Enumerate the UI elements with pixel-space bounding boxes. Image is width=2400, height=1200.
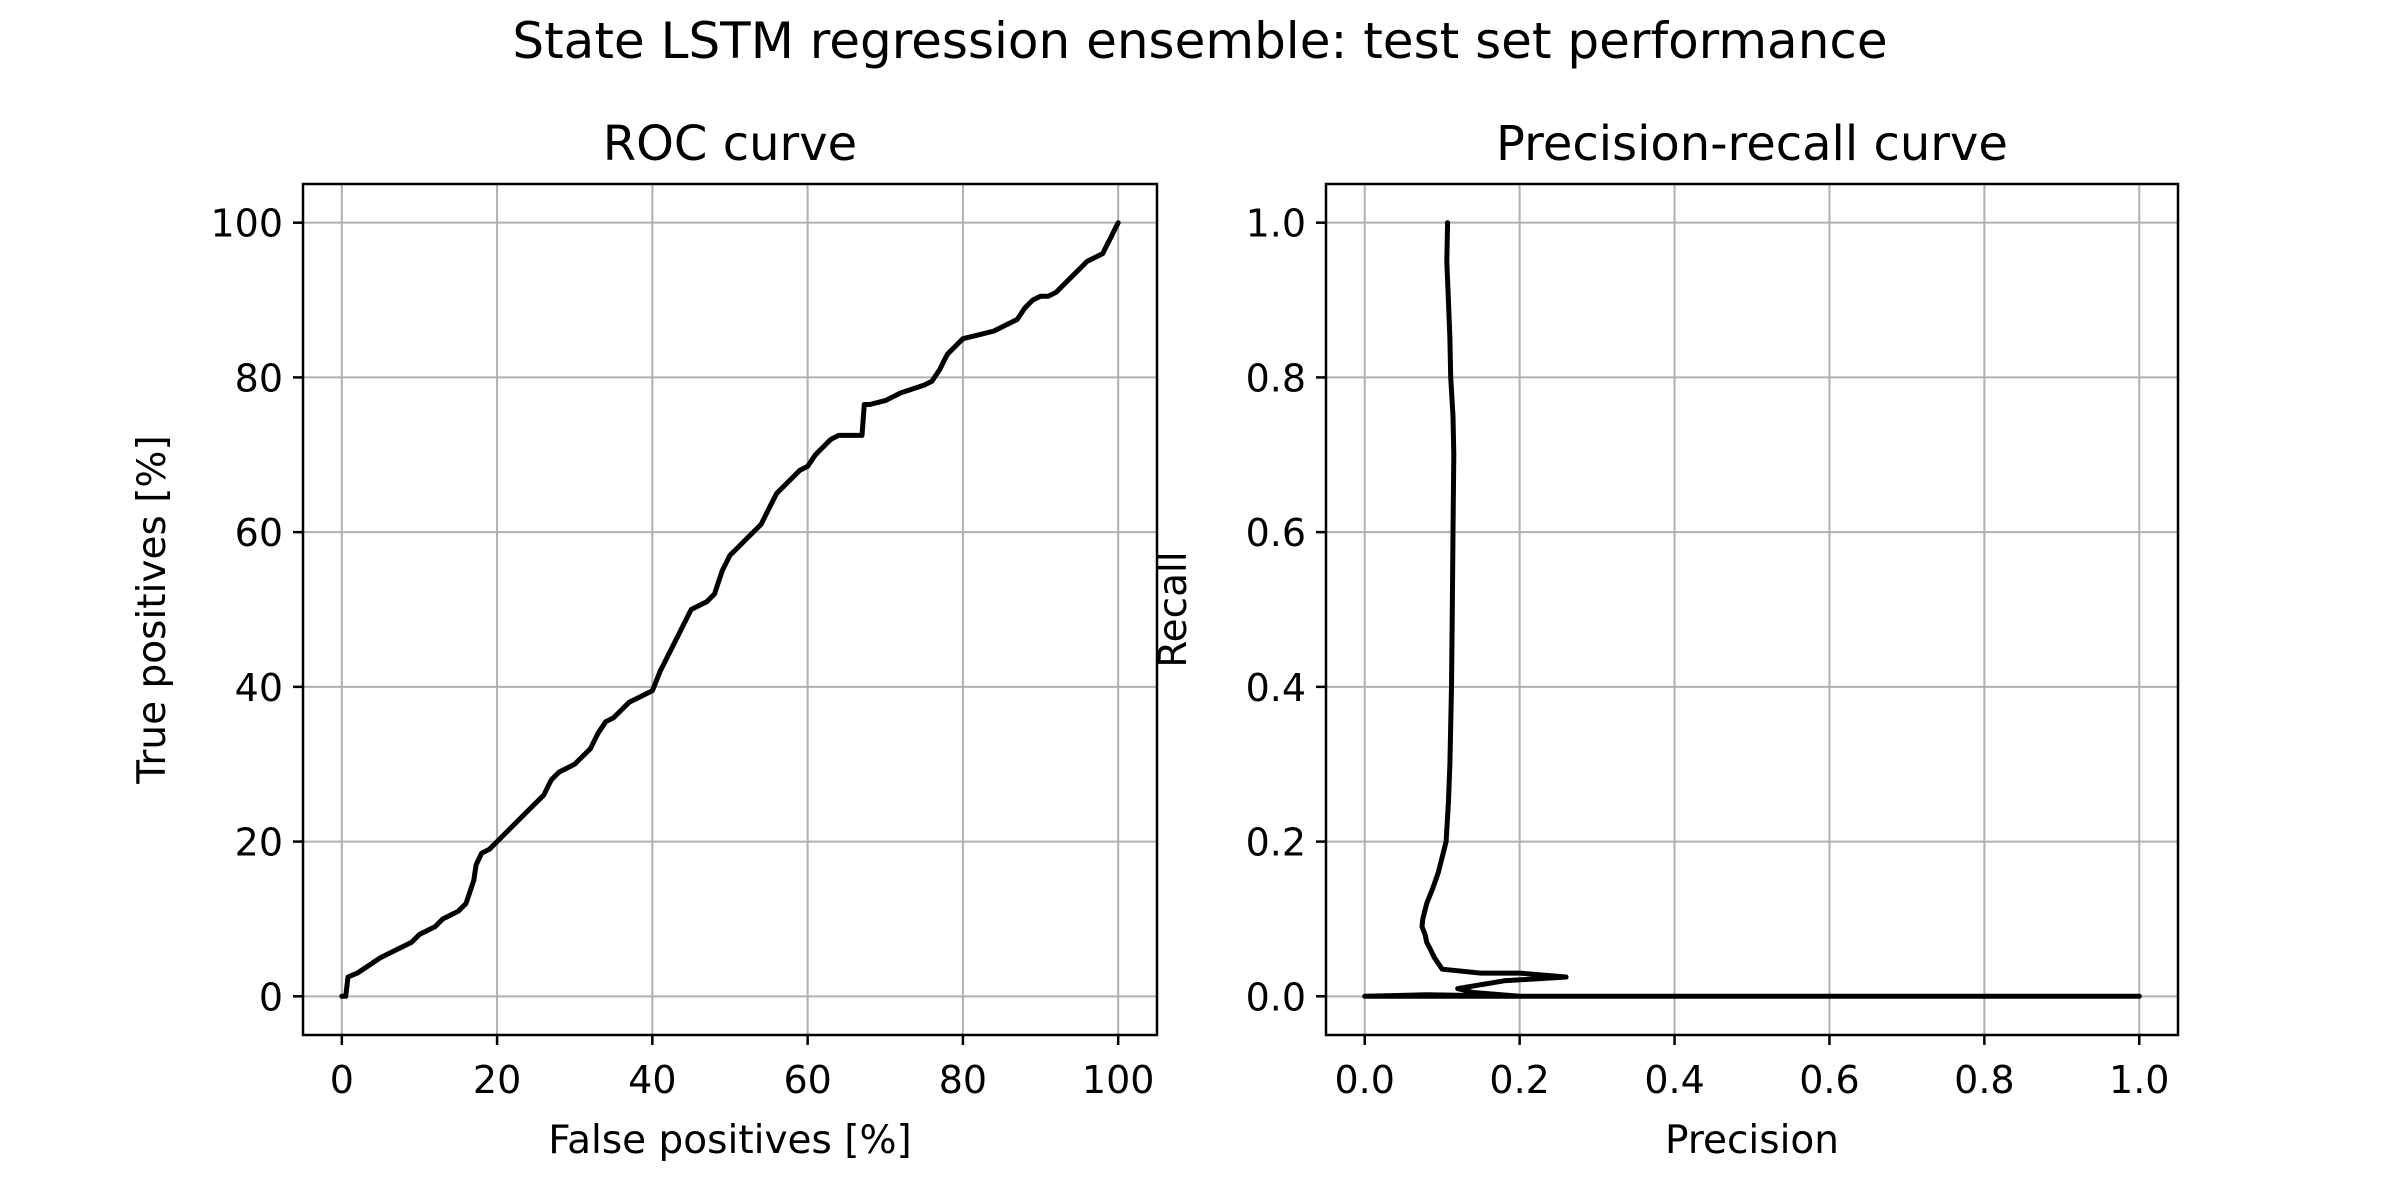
figure-suptitle: State LSTM regression ensemble: test set… <box>512 12 1887 70</box>
roc-curve-panel: 0 20 40 60 80 100 0 20 40 60 80 100 ROC curve False p… <box>130 116 1159 1163</box>
roc-xtick-label: 100 <box>1082 1058 1155 1102</box>
roc-ytick-label: 60 <box>235 511 283 555</box>
pr-xtick-label: 0.6 <box>1799 1058 1859 1102</box>
pr-xtick-label: 0.8 <box>1954 1058 2014 1102</box>
pr-ytick-label: 0.0 <box>1246 975 1306 1019</box>
roc-xtick-label: 40 <box>628 1058 676 1102</box>
roc-xtick-label: 80 <box>939 1058 987 1102</box>
roc-xlabel: False positives [%] <box>548 1118 911 1163</box>
pr-ytick-label: 1.0 <box>1246 202 1306 246</box>
roc-ytick-label: 40 <box>235 666 283 710</box>
roc-series-line <box>339 220 1121 999</box>
pr-series-line <box>1362 220 2142 999</box>
pr-xtick-label: 0.0 <box>1335 1058 1395 1102</box>
pr-ytick-label: 0.2 <box>1246 821 1306 865</box>
roc-xtick-label: 60 <box>783 1058 831 1102</box>
pr-xtick-label: 0.2 <box>1489 1058 1549 1102</box>
pr-ylabel: Recall <box>1151 551 1196 667</box>
roc-ytick-label: 20 <box>235 821 283 865</box>
pr-ytick-label: 0.8 <box>1246 356 1306 400</box>
roc-ylabel: True positives [%] <box>130 435 175 784</box>
roc-xtick-label: 20 <box>473 1058 521 1102</box>
pr-ytick-label: 0.4 <box>1246 666 1306 710</box>
roc-ytick-label: 100 <box>210 202 283 246</box>
roc-ytick-label: 80 <box>235 356 283 400</box>
pr-xtick-label: 1.0 <box>2109 1058 2169 1102</box>
pr-xlabel: Precision <box>1665 1118 1839 1163</box>
roc-ytick-label: 0 <box>259 975 283 1019</box>
pr-xtick-label: 0.4 <box>1644 1058 1704 1102</box>
pr-title: Precision-recall curve <box>1496 116 2008 172</box>
precision-recall-panel: 0.0 0.2 0.4 0.6 0.8 1.0 0.0 0.2 0.4 0.6 0.8 1.0 Prec… <box>1151 116 2180 1163</box>
roc-title: ROC curve <box>603 116 857 172</box>
roc-xtick-label: 0 <box>330 1058 354 1102</box>
roc-axes-frame <box>301 182 1159 1037</box>
pr-ytick-label: 0.6 <box>1246 511 1306 555</box>
pr-axes-frame <box>1324 182 2180 1037</box>
